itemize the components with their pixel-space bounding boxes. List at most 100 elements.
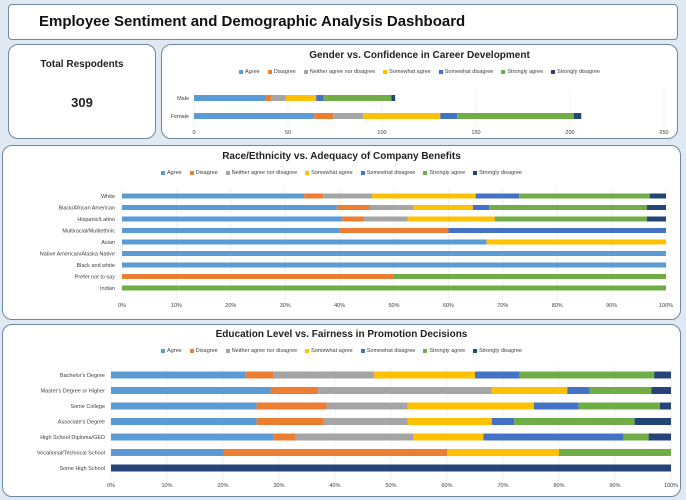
legend-label: Strongly agree bbox=[507, 69, 544, 75]
bar-segment bbox=[122, 251, 666, 256]
education-promotion-chart: Education Level vs. Fairness in Promotio… bbox=[2, 324, 681, 497]
legend-swatch bbox=[501, 69, 506, 74]
legend-swatch bbox=[360, 170, 365, 175]
bar-segment bbox=[649, 193, 666, 199]
x-tick-label: 20% bbox=[217, 483, 228, 489]
category-label: Indian bbox=[100, 286, 115, 292]
legend-label: Disagree bbox=[195, 348, 218, 354]
category-label: High School Diploma/GED bbox=[40, 435, 105, 441]
legend-swatch bbox=[438, 69, 443, 74]
legend-label: Somewhat disagree bbox=[366, 170, 416, 176]
bar-segment bbox=[646, 216, 666, 222]
x-tick-label: 50% bbox=[388, 303, 399, 309]
legend-label: Agree bbox=[167, 170, 182, 176]
dashboard-title-bar: Employee Sentiment and Demographic Analy… bbox=[8, 4, 678, 40]
category-label: Hispanic/Latino bbox=[77, 217, 115, 223]
legend-label: Somewhat agree bbox=[311, 348, 353, 354]
bar-segment bbox=[122, 285, 666, 291]
bar-segment bbox=[391, 95, 396, 101]
bar-segment bbox=[623, 433, 649, 441]
legend-label: Disagree bbox=[273, 69, 296, 75]
legend-label: Neither agree nor disagree bbox=[231, 348, 298, 354]
chart-legend: Agree Disagree Neither agree nor disagree S… bbox=[3, 170, 680, 176]
bar-segment bbox=[111, 418, 257, 425]
legend-swatch bbox=[225, 348, 230, 353]
legend-item: Somewhat disagree bbox=[438, 69, 493, 75]
bar-segment bbox=[533, 402, 579, 410]
x-tick-label: 80% bbox=[552, 303, 563, 309]
legend-swatch bbox=[473, 348, 478, 353]
chart-title: Gender vs. Confidence in Career Developm… bbox=[309, 50, 530, 61]
legend-swatch bbox=[473, 170, 478, 175]
kpi-value: 309 bbox=[71, 95, 93, 110]
legend-swatch bbox=[161, 348, 166, 353]
legend-swatch bbox=[189, 348, 194, 353]
category-label: White bbox=[101, 194, 115, 200]
bar-segment bbox=[573, 113, 582, 119]
bar-segment bbox=[413, 205, 473, 210]
legend-item: Agree bbox=[161, 348, 182, 354]
bar-segment bbox=[223, 449, 447, 456]
bar-segment bbox=[323, 418, 408, 425]
x-tick-label: 90% bbox=[606, 303, 617, 309]
x-tick-label: 100% bbox=[659, 303, 673, 309]
category-label: Black and white bbox=[76, 263, 115, 269]
chart-plot: 0 50 100 150 200 250 Male Female bbox=[171, 90, 669, 136]
bar-segment bbox=[489, 205, 647, 210]
category-label: Prefer not to say bbox=[75, 275, 116, 281]
legend-swatch bbox=[303, 69, 308, 74]
x-tick-label: 100% bbox=[664, 483, 678, 489]
legend-item: Disagree bbox=[267, 69, 296, 75]
bar-segment bbox=[407, 216, 495, 222]
legend-label: Strongly disagree bbox=[479, 170, 522, 176]
legend-swatch bbox=[305, 348, 310, 353]
x-tick-label: 90% bbox=[609, 483, 620, 489]
bar-segment bbox=[314, 113, 334, 119]
legend-swatch bbox=[189, 170, 194, 175]
bar-segment bbox=[447, 449, 559, 456]
bar-segment bbox=[271, 95, 287, 101]
bar-segment bbox=[589, 387, 652, 394]
chart-title: Race/Ethnicity vs. Adequacy of Company B… bbox=[222, 151, 461, 162]
bar-segment bbox=[440, 113, 458, 119]
gender-confidence-chart: Gender vs. Confidence in Career Developm… bbox=[161, 44, 678, 139]
legend-swatch bbox=[305, 170, 310, 175]
bar-segment bbox=[486, 239, 666, 245]
bar-segment bbox=[519, 371, 655, 379]
category-label: Master's Degree or Higher bbox=[41, 389, 105, 395]
bar-segment bbox=[483, 433, 624, 441]
bar-segment bbox=[273, 371, 375, 379]
legend-item: Agree bbox=[161, 170, 182, 176]
legend-label: Agree bbox=[167, 348, 182, 354]
bar-segment bbox=[339, 228, 449, 233]
x-tick-label: 20% bbox=[225, 303, 236, 309]
bar-segment bbox=[448, 228, 666, 233]
legend-item: Disagree bbox=[189, 348, 218, 354]
legend-item: Somewhat disagree bbox=[360, 348, 416, 354]
bar-segment bbox=[323, 193, 373, 199]
legend-label: Strongly agree bbox=[429, 170, 466, 176]
bar-segment bbox=[567, 387, 590, 394]
bar-segment bbox=[318, 387, 492, 394]
bar-segment bbox=[369, 205, 414, 210]
bar-segment bbox=[491, 387, 568, 394]
legend-swatch bbox=[423, 348, 428, 353]
bar-segment bbox=[194, 95, 266, 101]
bar-segment bbox=[472, 205, 490, 210]
bar-segment bbox=[122, 205, 337, 210]
bar-segment bbox=[651, 387, 671, 394]
legend-item: Agree bbox=[239, 69, 260, 75]
legend-label: Somewhat agree bbox=[311, 170, 353, 176]
x-tick-label: 0% bbox=[107, 483, 115, 489]
legend-label: Somewhat disagree bbox=[366, 348, 416, 354]
bar-segment bbox=[363, 113, 441, 119]
bar-segment bbox=[364, 216, 408, 222]
legend-label: Somewhat agree bbox=[389, 69, 431, 75]
bar-segment bbox=[326, 402, 408, 410]
legend-item: Neither agree nor disagree bbox=[225, 170, 297, 176]
legend-item: Neither agree nor disagree bbox=[303, 69, 375, 75]
bar-segment bbox=[374, 371, 475, 379]
bar-segment bbox=[122, 216, 343, 222]
chart-plot: 0% 10% 20% 30% 40% 50% 60% 70% 80% 90% 100% Bachelo… bbox=[37, 367, 678, 489]
x-tick-label: 30% bbox=[273, 483, 284, 489]
